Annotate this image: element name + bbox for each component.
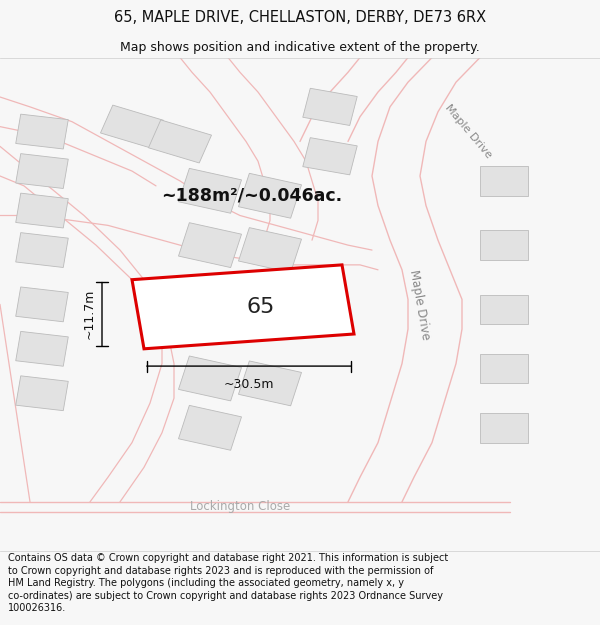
Polygon shape [480, 166, 528, 196]
Polygon shape [303, 88, 357, 126]
Polygon shape [178, 406, 242, 450]
Polygon shape [480, 294, 528, 324]
Polygon shape [238, 361, 302, 406]
Text: Map shows position and indicative extent of the property.: Map shows position and indicative extent… [120, 41, 480, 54]
Polygon shape [16, 114, 68, 149]
Polygon shape [16, 287, 68, 322]
Polygon shape [132, 265, 354, 349]
Polygon shape [480, 230, 528, 260]
Text: ~11.7m: ~11.7m [83, 289, 96, 339]
Polygon shape [148, 120, 212, 163]
Text: ~30.5m: ~30.5m [224, 378, 274, 391]
Text: 65: 65 [247, 297, 275, 317]
Text: 65, MAPLE DRIVE, CHELLASTON, DERBY, DE73 6RX: 65, MAPLE DRIVE, CHELLASTON, DERBY, DE73… [114, 10, 486, 25]
Polygon shape [16, 232, 68, 268]
Polygon shape [178, 168, 242, 213]
Text: Maple Drive: Maple Drive [407, 268, 433, 341]
Text: Lockington Close: Lockington Close [190, 500, 290, 513]
Polygon shape [238, 228, 302, 272]
Polygon shape [16, 193, 68, 228]
Polygon shape [100, 105, 164, 148]
Polygon shape [480, 354, 528, 383]
Polygon shape [480, 413, 528, 442]
Text: Contains OS data © Crown copyright and database right 2021. This information is : Contains OS data © Crown copyright and d… [8, 554, 448, 613]
Polygon shape [178, 356, 242, 401]
Text: Maple Drive: Maple Drive [443, 102, 493, 161]
Polygon shape [303, 138, 357, 175]
Text: ~188m²/~0.046ac.: ~188m²/~0.046ac. [161, 187, 343, 205]
Polygon shape [16, 331, 68, 366]
Polygon shape [16, 154, 68, 189]
Polygon shape [16, 376, 68, 411]
Polygon shape [238, 173, 302, 218]
Polygon shape [178, 222, 242, 268]
